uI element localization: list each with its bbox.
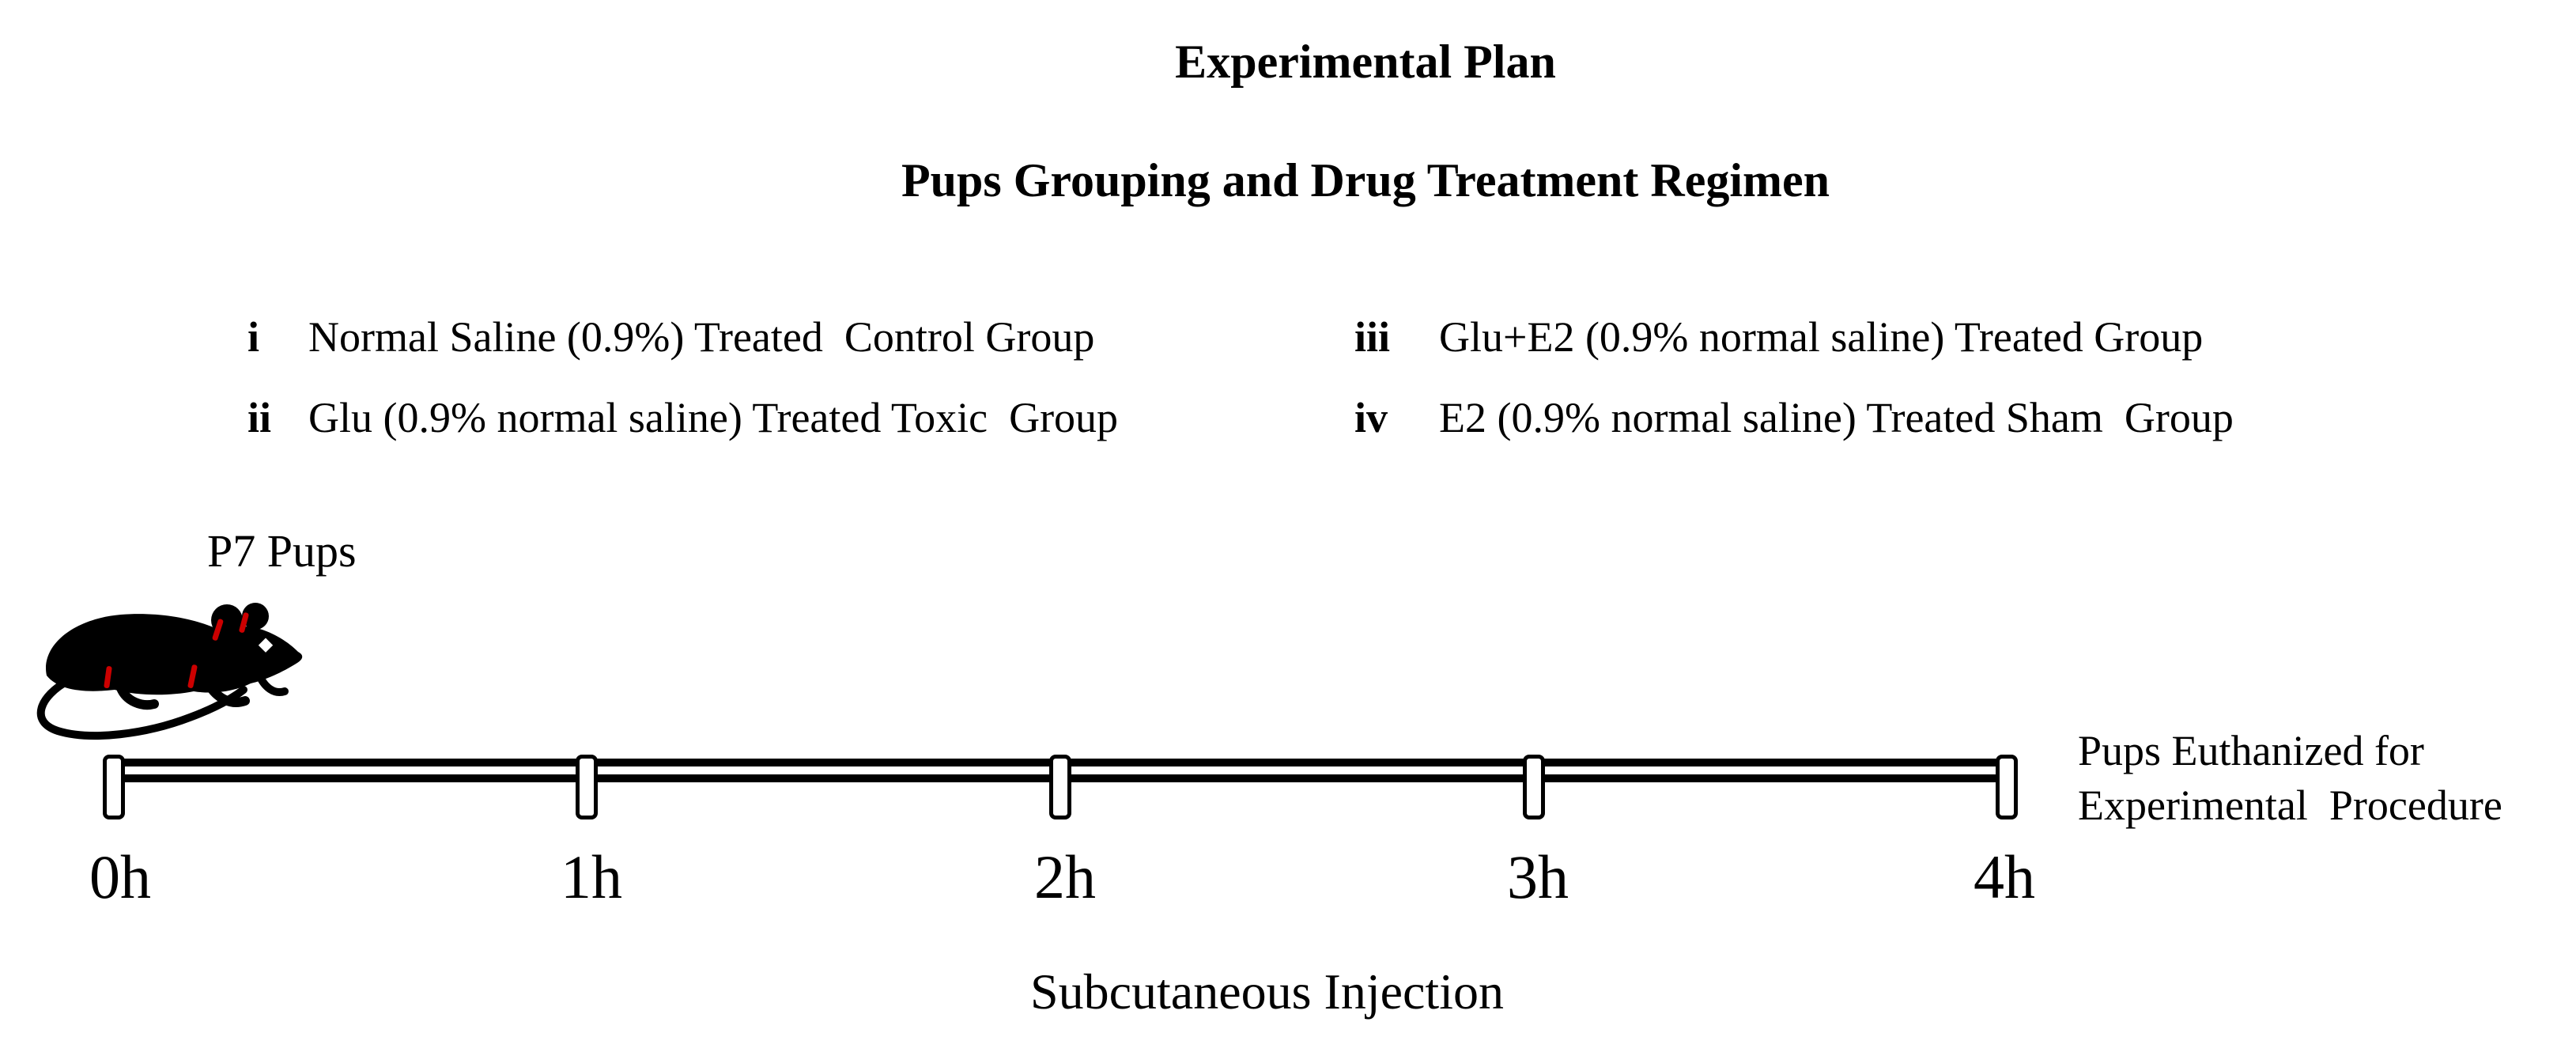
group-label-iv: E2 (0.9% normal saline) Treated Sham Gro…: [1439, 394, 2234, 441]
timeline-tick-0h: [103, 755, 125, 819]
figure-title: Experimental Plan: [1175, 36, 1556, 88]
group-numeral-ii: ii: [247, 394, 272, 441]
timeline-label-3h: 3h: [1507, 842, 1569, 911]
figure-subtitle: Pups Grouping and Drug Treatment Regimen: [901, 154, 1830, 206]
timeline-tick-4h: [1996, 755, 2018, 819]
timeline-label-4h: 4h: [1974, 842, 2035, 911]
group-numeral-iii: iii: [1354, 313, 1391, 361]
group-label-iii: Glu+E2 (0.9% normal saline) Treated Grou…: [1439, 313, 2204, 361]
timeline-tick-2h: [1049, 755, 1071, 819]
group-label-ii: Glu (0.9% normal saline) Treated Toxic G…: [308, 394, 1119, 441]
rat-silhouette-icon: [28, 595, 312, 749]
group-numeral-i: i: [247, 313, 260, 361]
group-label-i: Normal Saline (0.9%) Treated Control Gro…: [308, 313, 1095, 361]
group-numeral-iv: iv: [1354, 394, 1388, 441]
timeline-tick-1h: [576, 755, 598, 819]
timeline-label-0h: 0h: [89, 842, 151, 911]
timeline-label-1h: 1h: [561, 842, 622, 911]
endpoint-note: Pups Euthanized for Experimental Procedu…: [2078, 727, 2502, 830]
timeline-axis-label: Subcutaneous Injection: [1030, 963, 1504, 1020]
subject-label: P7 Pups: [207, 525, 357, 577]
timeline-label-2h: 2h: [1034, 842, 1096, 911]
timeline-tick-3h: [1523, 755, 1545, 819]
